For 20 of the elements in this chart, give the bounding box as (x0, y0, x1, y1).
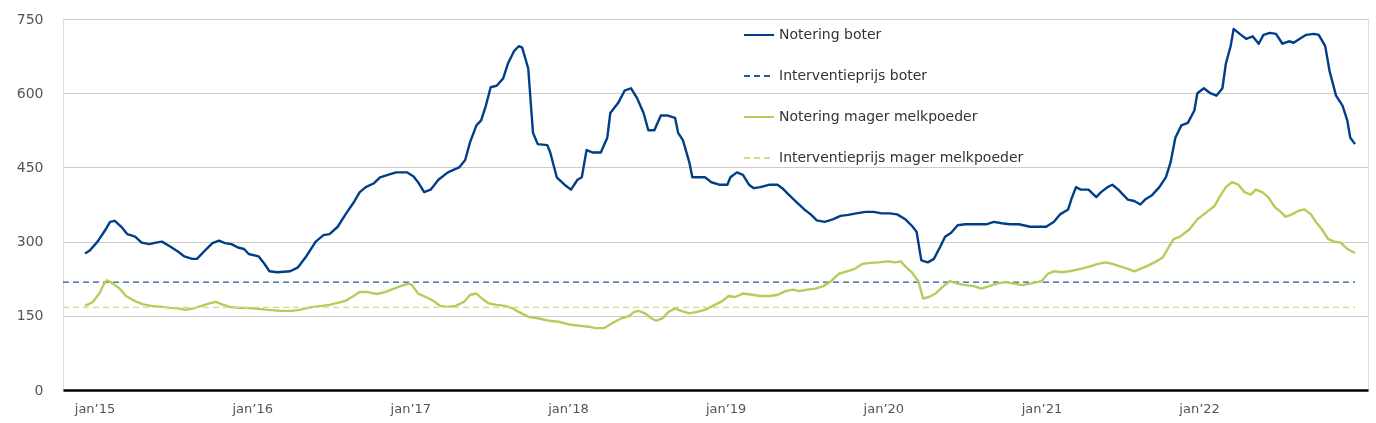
x-tick-label: jan’20 (862, 400, 905, 416)
legend-label: Notering mager melkpoeder (779, 108, 978, 124)
x-tick-label: jan’22 (1178, 400, 1220, 416)
y-tick-label: 600 (16, 84, 44, 101)
y-tick-label: 450 (16, 158, 44, 175)
line-series (83, 181, 1357, 330)
y-tick-label: 0 (34, 381, 44, 398)
x-tick-label: jan’19 (704, 400, 747, 416)
x-tick-label: jan’17 (389, 400, 432, 416)
legend-label: Notering boter (779, 26, 882, 42)
x-tick-label: jan’15 (73, 400, 116, 416)
x-tick-label: jan’21 (1020, 400, 1063, 416)
x-tick-label: jan’16 (231, 400, 273, 416)
line-series (83, 27, 1357, 274)
y-tick-label: 300 (16, 233, 44, 250)
y-tick-label: 750 (16, 10, 44, 27)
y-tick-label: 150 (16, 307, 44, 324)
legend-label: Interventieprijs boter (779, 67, 928, 83)
x-tick-label: jan’18 (547, 400, 589, 416)
legend-label: Interventieprijs mager melkpoeder (779, 149, 1024, 165)
